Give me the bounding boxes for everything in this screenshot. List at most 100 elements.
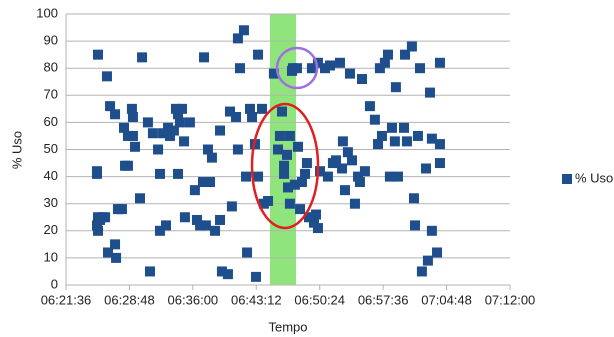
point [324,60,335,71]
point [306,63,317,74]
point [102,247,113,258]
point [384,171,395,182]
point [311,209,322,220]
point [353,171,364,182]
point [354,177,365,188]
point [283,182,293,193]
point [357,74,367,85]
point [412,130,423,141]
y-tick-label: 60 [44,114,58,129]
point [244,103,255,114]
point [197,177,208,188]
point [250,271,261,282]
point [322,171,333,182]
point [284,130,295,141]
point [434,57,445,68]
point [226,201,237,212]
point [369,114,380,125]
point [434,158,445,169]
point [215,214,226,225]
point [398,122,409,133]
point [222,269,233,280]
point [91,220,102,231]
point [232,33,243,44]
point [359,166,370,177]
point [127,111,138,122]
point [232,144,243,155]
purple-circle [275,46,319,90]
point [126,103,137,114]
point [263,195,274,206]
point [410,220,421,231]
point [414,63,425,74]
point [342,147,353,158]
point [170,103,181,114]
point [93,225,104,236]
point [422,255,433,266]
point [154,225,165,236]
point [303,212,314,223]
point [339,185,350,196]
point [257,103,268,114]
x-tick-label: 06:50:24 [294,292,345,307]
x-tick-label: 07:12:00 [485,292,536,307]
point [379,57,390,68]
red-ellipse [250,102,320,230]
point [386,122,397,133]
point [426,133,437,144]
point [400,49,411,60]
y-tick-label: 0 [51,276,58,291]
y-tick-label: 40 [44,168,58,183]
y-tick-label: 50 [44,141,58,156]
point [160,220,171,231]
legend-marker [562,174,572,184]
point [253,171,264,182]
point [376,130,387,141]
point [210,225,221,236]
point [189,185,200,196]
point [100,212,111,223]
point [142,117,153,128]
point [349,198,360,209]
point [284,198,295,209]
point [347,155,358,166]
point [144,266,155,277]
y-tick-label: 20 [44,222,58,237]
x-tick-label: 06:28:48 [104,292,155,307]
point [268,68,279,79]
point [164,130,175,141]
point [238,25,249,36]
point [163,122,174,133]
point [300,168,311,179]
point [122,160,133,171]
y-tick-label: 30 [44,195,58,210]
point [434,139,445,150]
x-tick-label: 06:36:00 [168,292,219,307]
point [276,106,287,117]
point [173,168,184,179]
y-tick-label: 90 [44,33,58,48]
point [292,141,303,152]
point [408,193,419,204]
x-tick-label: 06:21:36 [41,292,92,307]
point [281,149,292,160]
point [147,128,158,139]
point [93,49,104,60]
legend-label: % Uso [575,170,613,185]
point [173,109,184,120]
point [118,122,129,133]
point [308,217,319,228]
point [274,130,285,141]
point [312,57,323,68]
point [390,82,401,93]
point [176,103,187,114]
y-tick-label: 70 [44,87,58,102]
point [373,139,384,150]
y-tick-label: 100 [36,5,58,20]
point [127,130,138,141]
point [200,220,211,231]
point [382,49,393,60]
point [295,204,306,215]
x-tick-label: 07:04:48 [421,292,472,307]
